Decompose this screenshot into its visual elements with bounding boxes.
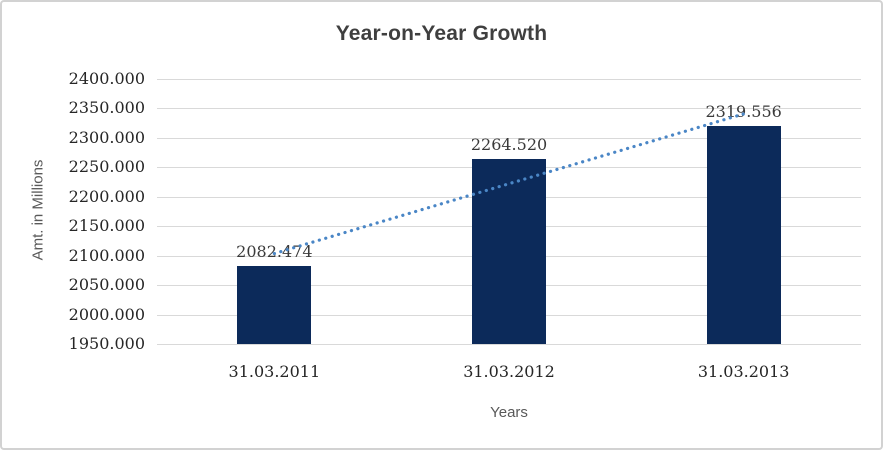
y-axis-tick-label: 2200.000: [68, 186, 145, 206]
x-axis-tick-label: 31.03.2013: [697, 362, 790, 381]
y-axis-tick-label: 2100.000: [68, 245, 145, 265]
y-axis-tick-label: 2400.000: [68, 69, 145, 88]
gridline: [157, 79, 861, 80]
y-axis-tick-label: 2300.000: [68, 127, 145, 147]
y-axis-tick-label: 2250.000: [68, 157, 145, 177]
y-axis-tick-label: 2050.000: [68, 275, 145, 295]
chart-title: Year-on-Year Growth: [335, 22, 548, 45]
y-axis-title: Amt. in Millions: [29, 159, 47, 261]
x-axis-title: Years: [490, 404, 528, 421]
y-axis-tick-label: 1950.000: [68, 334, 145, 353]
y-axis-tick-label: 2350.000: [68, 98, 145, 118]
bar: [472, 158, 546, 344]
bar: [706, 126, 781, 344]
x-axis-tick-label: 31.03.2012: [463, 362, 555, 381]
x-axis-tick-label: 31.03.2011: [228, 362, 321, 381]
data-label: 2264.520: [470, 134, 548, 154]
gridline: [157, 344, 861, 345]
data-label: 2082.474: [236, 241, 313, 261]
bar: [237, 265, 312, 344]
gridline: [157, 108, 861, 110]
y-axis-tick-label: 2000.000: [68, 304, 145, 324]
y-axis-tick-label: 2150.000: [68, 216, 145, 236]
data-label: 2319.556: [705, 102, 782, 122]
